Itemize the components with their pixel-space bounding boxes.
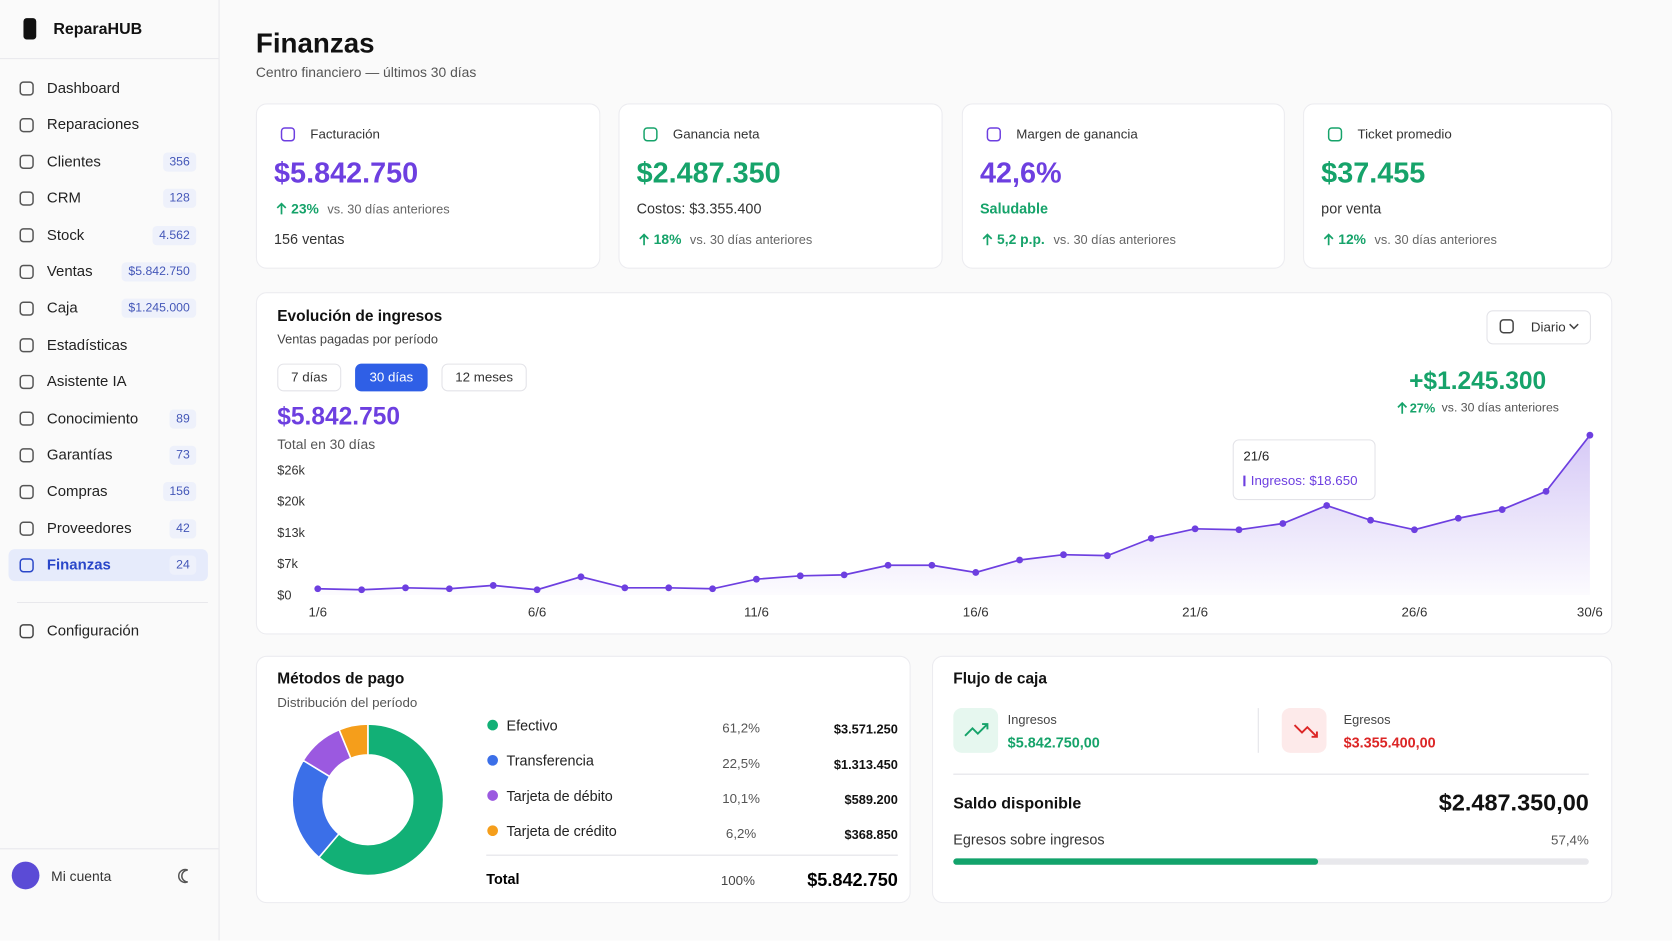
- income-value: $5.842.750,00: [1007, 734, 1100, 751]
- tooltip-text: Ingresos: $18.650: [1250, 473, 1358, 489]
- nav-badge: 73: [169, 445, 197, 465]
- kpi-note: vs. 30 días anteriores: [327, 201, 450, 217]
- nav-badge: 156: [162, 482, 197, 502]
- kpi-card: [618, 103, 943, 269]
- nav-item[interactable]: Finanzas: [46, 555, 111, 573]
- nav-item[interactable]: Stock: [46, 225, 85, 243]
- nav-item[interactable]: Caja: [46, 298, 78, 317]
- kpi-value: 42,6%: [979, 156, 1062, 189]
- revenue-card: [255, 292, 1613, 635]
- cashflow-title: Flujo de caja: [953, 670, 1047, 688]
- payments-subtitle: Distribución del período: [277, 695, 418, 711]
- kpi-line: Saludable: [979, 200, 1048, 217]
- revenue-title: Evolución de ingresos: [277, 308, 443, 326]
- payments-card: [255, 655, 911, 904]
- nav-item[interactable]: Compras: [46, 482, 108, 500]
- nav-badge: 89: [169, 409, 197, 429]
- nav-item[interactable]: CRM: [46, 188, 81, 207]
- payments-title: Métodos de pago: [277, 670, 405, 688]
- nav-item[interactable]: Asistente IA: [46, 372, 127, 390]
- kpi-value: $2.487.350: [636, 156, 781, 189]
- kpi-change: 5,2 p.p.: [997, 231, 1045, 248]
- kpi-card: [1303, 103, 1613, 269]
- kpi-change: 18%: [653, 231, 682, 248]
- kpi-note: vs. 30 días anteriores: [1374, 232, 1497, 248]
- income-label: Ingresos: [1007, 712, 1057, 728]
- kpi-change: 23%: [291, 200, 319, 217]
- kpi-value: $37.455: [1321, 156, 1426, 189]
- period-button[interactable]: 30 días: [355, 363, 428, 392]
- nav-badge: 42: [169, 519, 197, 539]
- kpi-label: Facturación: [310, 126, 380, 142]
- account[interactable]: Mi cuenta: [51, 867, 112, 884]
- kpi-value: $5.842.750: [274, 156, 419, 189]
- tooltip-date: 21/6: [1243, 448, 1270, 464]
- ratio-text: 57,4%: [1551, 832, 1589, 848]
- revenue-total: $5.842.750: [277, 402, 401, 430]
- settings[interactable]: Configuración: [46, 621, 140, 639]
- nav-item[interactable]: Dashboard: [46, 78, 120, 96]
- ratio-label: Egresos sobre ingresos: [953, 831, 1105, 848]
- kpi-line: 156 ventas: [274, 231, 345, 248]
- income-icon-box: [953, 708, 999, 753]
- kpi-card: [961, 103, 1285, 269]
- kpi-label: Ticket promedio: [1357, 126, 1452, 142]
- kpi-note: vs. 30 días anteriores: [689, 232, 813, 248]
- expense-value: $3.355.400,00: [1343, 734, 1436, 751]
- nav-item[interactable]: Conocimiento: [46, 409, 139, 427]
- revenue-subtitle: Ventas pagadas por período: [277, 331, 439, 347]
- nav-badge: 356: [162, 152, 197, 172]
- nav-badge: 4.562: [152, 225, 197, 245]
- app-name: ReparaHUB: [53, 20, 143, 39]
- expense-icon-box: [1281, 708, 1327, 753]
- nav-item[interactable]: Estadísticas: [46, 335, 128, 353]
- balance-label: Saldo disponible: [953, 794, 1082, 813]
- kpi-change: 12%: [1338, 231, 1367, 248]
- sidebar: [0, 0, 220, 941]
- nav-item[interactable]: Garantías: [46, 445, 113, 463]
- revenue-change-pct: 27%: [1409, 400, 1436, 416]
- revenue-change: +$1.245.300: [1409, 366, 1547, 395]
- period-button[interactable]: 7 días: [277, 363, 342, 392]
- page-title: Finanzas: [255, 26, 375, 59]
- interval-dropdown[interactable]: Diario: [1486, 310, 1591, 345]
- nav-badge: $5.842.750: [122, 262, 197, 282]
- nav-badge: 128: [162, 188, 197, 209]
- nav-item[interactable]: Ventas: [46, 262, 93, 280]
- tooltip-marker: [1243, 475, 1246, 487]
- revenue-total-note: Total en 30 días: [277, 436, 376, 453]
- kpi-line: por venta: [1321, 200, 1382, 217]
- nav-badge: $1.245.000: [122, 298, 197, 319]
- kpi-label: Ganancia neta: [672, 126, 760, 142]
- kpi-line: Costos: $3.355.400: [636, 200, 762, 217]
- nav-item[interactable]: Clientes: [46, 152, 101, 170]
- nav-item[interactable]: Reparaciones: [46, 115, 140, 133]
- kpi-note: vs. 30 días anteriores: [1053, 232, 1176, 248]
- balance-value: $2.487.350,00: [1438, 789, 1589, 816]
- period-button[interactable]: 12 meses: [441, 363, 527, 392]
- page-subtitle: Centro financiero — últimos 30 días: [255, 63, 477, 80]
- cashflow-card: [931, 655, 1613, 904]
- nav-badge: 24: [169, 555, 197, 575]
- kpi-label: Margen de ganancia: [1016, 126, 1138, 142]
- expense-label: Egresos: [1343, 712, 1391, 728]
- revenue-change-note: vs. 30 días anteriores: [1441, 402, 1559, 415]
- kpi-card: [255, 103, 601, 269]
- nav-item[interactable]: Proveedores: [46, 519, 132, 537]
